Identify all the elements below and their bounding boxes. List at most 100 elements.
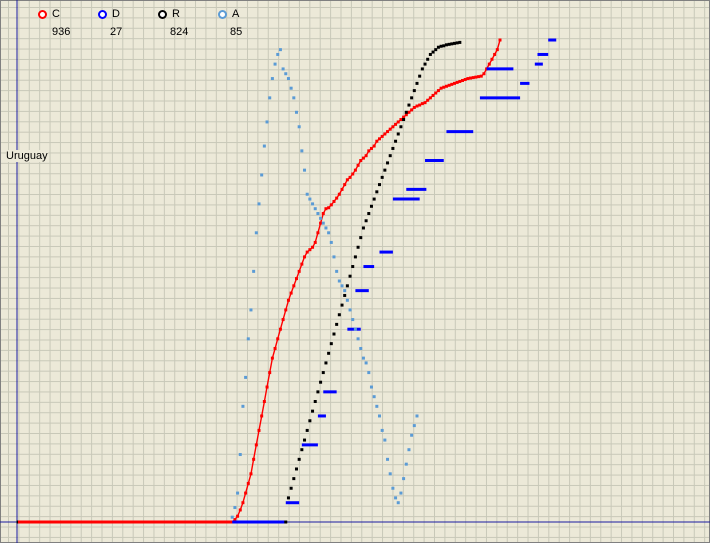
- series-a-point-65: [404, 462, 408, 466]
- series-r-point-23: [343, 293, 347, 297]
- series-c-point-93: [477, 75, 481, 79]
- series-c-point-68: [410, 108, 414, 112]
- series-c-point-85: [455, 80, 459, 84]
- series-c-point-49: [359, 159, 363, 162]
- series-a-point-37: [329, 240, 333, 244]
- series-a-point-59: [388, 472, 392, 476]
- series-c-point-50: [361, 156, 365, 160]
- series-a-point-24: [294, 110, 298, 114]
- series-c-point-62: [394, 122, 398, 126]
- legend-label-c: C: [52, 8, 60, 20]
- series-c-point-13: [262, 400, 266, 403]
- legend-marker-a: [218, 9, 227, 19]
- series-r-point-12: [313, 400, 317, 403]
- series-c-point-77: [434, 91, 438, 95]
- series-a-point-2: [236, 491, 240, 495]
- series-r-point-10: [308, 419, 312, 423]
- series-r-point-42: [394, 139, 398, 143]
- series-r-point-13: [316, 390, 320, 394]
- series-r-point-40: [388, 154, 392, 158]
- series-r-point-41: [391, 146, 395, 150]
- series-c-point-52: [367, 149, 371, 153]
- series-c-point-47: [353, 168, 357, 172]
- series-a-point-42: [343, 289, 347, 293]
- series-r-point-47: [407, 103, 411, 107]
- series-r-point-26: [351, 265, 355, 269]
- legend-value-d: 27: [110, 26, 123, 38]
- series-c-point-14: [265, 385, 269, 389]
- series-c-point-69: [412, 105, 416, 109]
- series-c-point-15: [268, 371, 272, 375]
- series-c-point-23: [289, 291, 293, 295]
- series-c-point-45: [348, 175, 352, 179]
- legend-marker-c: [38, 9, 47, 19]
- series-a-point-56: [380, 428, 384, 432]
- series-a-point-44: [348, 308, 352, 312]
- series-c-point-79: [439, 86, 443, 90]
- series-r-point-3: [289, 486, 293, 490]
- series-r-point-60: [442, 44, 446, 48]
- series-c-point-28: [303, 255, 307, 259]
- series-a-point-12: [262, 144, 266, 148]
- series-c-point-81: [444, 84, 448, 88]
- series-c-point-25: [294, 277, 298, 281]
- series-r-point-2: [286, 496, 290, 500]
- series-a-point-32: [316, 212, 320, 216]
- series-a-point-47: [356, 337, 360, 341]
- series-c-point-78: [436, 89, 440, 93]
- series-a-point-52: [369, 385, 373, 389]
- series-a-point-30: [311, 202, 315, 206]
- series-a-point-63: [399, 491, 403, 495]
- series-c-point-11: [257, 428, 261, 432]
- series-c-point-6: [244, 491, 248, 495]
- series-a-point-62: [396, 501, 400, 505]
- series-r-point-25: [348, 274, 352, 278]
- series-r-point-57: [434, 48, 438, 52]
- series-c-point-87: [461, 78, 465, 82]
- series-c-point-51: [364, 154, 368, 158]
- series-r-point-49: [412, 89, 416, 93]
- series-c-point-99: [493, 52, 497, 56]
- series-a-point-69: [415, 414, 419, 418]
- series-r-point-32: [367, 212, 371, 216]
- series-r-point-61: [444, 43, 448, 47]
- series-c-point-37: [327, 206, 331, 210]
- series-r-point-58: [436, 45, 440, 49]
- series-r-point-46: [404, 110, 408, 114]
- series-a-point-11: [260, 173, 264, 177]
- series-r-point-18: [329, 342, 333, 346]
- series-c-point-2: [233, 518, 237, 522]
- series-r-point-24: [345, 284, 349, 288]
- series-a-point-53: [372, 395, 376, 399]
- series-a-point-0: [230, 515, 234, 519]
- series-c-point-94: [479, 74, 483, 78]
- series-a-point-68: [412, 424, 416, 428]
- series-a-point-25: [297, 125, 301, 129]
- series-c-point-54: [372, 144, 376, 148]
- series-a-point-17: [276, 52, 280, 56]
- series-c-point-29: [305, 250, 309, 254]
- series-a-point-26: [300, 149, 304, 153]
- series-c-point-48: [356, 163, 360, 167]
- series-c-point-60: [388, 127, 392, 131]
- series-c-point-59: [386, 130, 390, 134]
- legend-item-r: R: [158, 8, 180, 20]
- legend-item-c: C: [38, 8, 60, 20]
- series-c-point-56: [378, 137, 381, 141]
- series-a-point-57: [383, 438, 387, 442]
- series-a-point-45: [351, 318, 355, 322]
- series-r-point-19: [332, 332, 336, 336]
- series-r-point-38: [383, 168, 387, 172]
- series-c-point-24: [292, 284, 296, 288]
- legend-value-c: 936: [52, 26, 71, 38]
- series-c-point-5: [241, 501, 245, 505]
- series-r-point-66: [458, 40, 462, 44]
- series-c-point-100: [495, 48, 499, 52]
- series-a-point-8: [252, 269, 256, 273]
- series-c-point-17: [273, 346, 277, 350]
- series-c-point-27: [300, 262, 304, 266]
- series-c-point-74: [426, 98, 430, 102]
- series-r-point-30: [361, 226, 365, 230]
- series-a-point-16: [273, 62, 277, 66]
